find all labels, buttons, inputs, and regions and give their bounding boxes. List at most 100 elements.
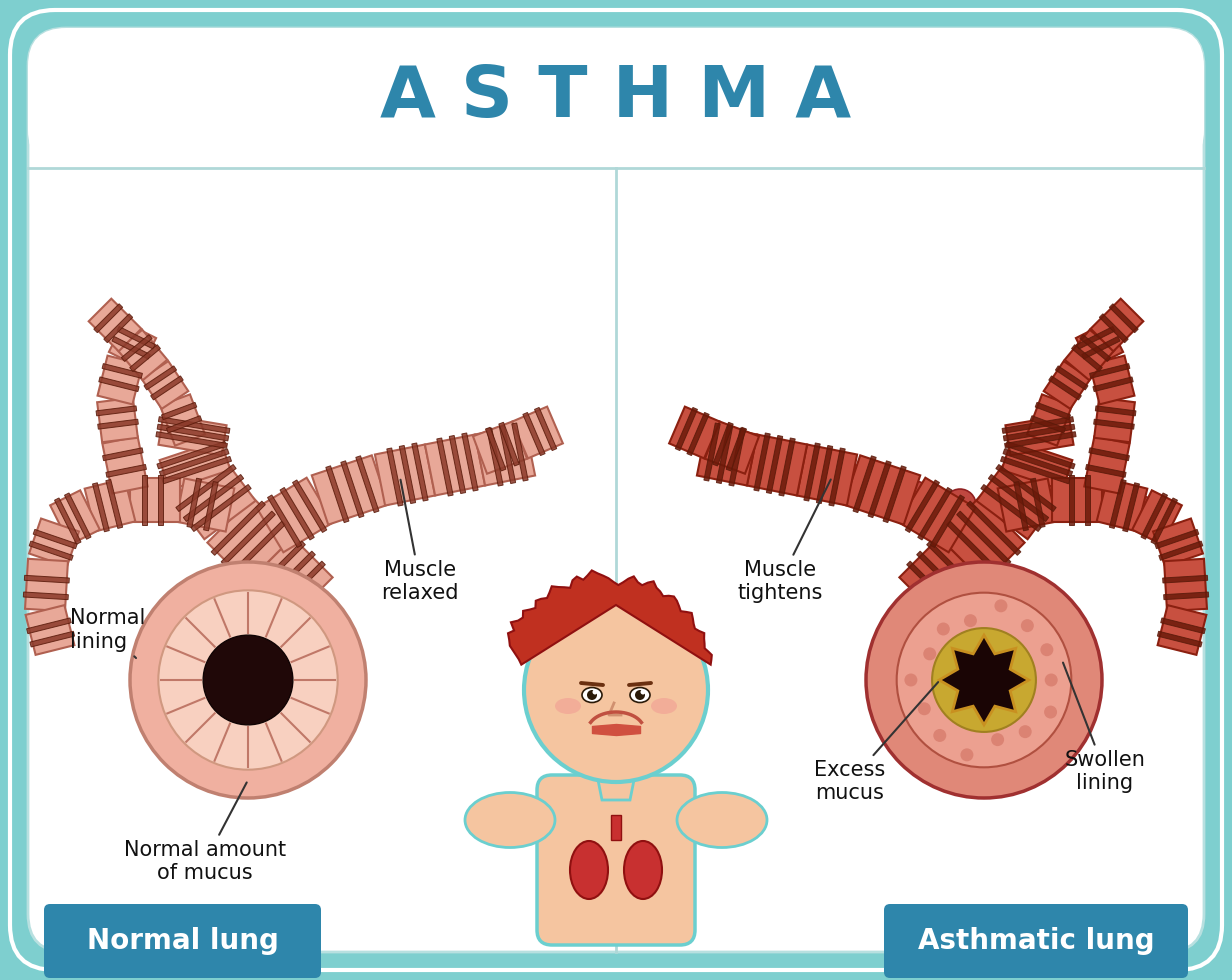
Polygon shape [977,461,1057,539]
Polygon shape [926,541,981,595]
Polygon shape [1000,457,1071,484]
Polygon shape [159,449,229,476]
Polygon shape [513,407,563,459]
Polygon shape [387,448,403,506]
Ellipse shape [554,698,582,714]
Polygon shape [97,356,143,405]
Circle shape [131,562,366,798]
Polygon shape [1122,483,1140,532]
Polygon shape [292,480,326,532]
Polygon shape [981,484,1041,531]
Polygon shape [159,416,230,433]
Polygon shape [25,575,69,583]
Polygon shape [261,551,315,606]
Polygon shape [499,422,519,466]
Polygon shape [144,366,176,390]
Polygon shape [669,407,719,459]
Polygon shape [1157,631,1202,647]
Polygon shape [150,376,184,400]
Polygon shape [535,408,557,451]
Polygon shape [766,435,782,494]
Polygon shape [918,487,952,540]
Polygon shape [1154,529,1199,549]
Text: Normal lung: Normal lung [87,927,278,955]
Ellipse shape [464,793,554,848]
Polygon shape [54,498,81,544]
Circle shape [931,614,944,628]
Polygon shape [1005,441,1076,468]
Polygon shape [1085,465,1126,477]
Polygon shape [1068,475,1073,524]
Polygon shape [1132,490,1181,545]
Polygon shape [899,537,984,622]
Polygon shape [473,421,527,473]
Polygon shape [187,478,202,527]
Polygon shape [716,425,733,483]
Polygon shape [30,518,79,566]
Polygon shape [1090,299,1143,351]
Circle shape [945,514,976,546]
Polygon shape [160,394,205,446]
Polygon shape [1076,322,1124,368]
Polygon shape [596,770,636,800]
Circle shape [1037,702,1050,715]
Text: Normal
lining: Normal lining [70,609,145,658]
Polygon shape [1159,541,1202,561]
Polygon shape [450,435,466,494]
Text: Excess
mucus: Excess mucus [814,682,938,804]
Circle shape [786,454,823,490]
Polygon shape [1004,431,1076,449]
Circle shape [981,486,1019,524]
Polygon shape [511,423,529,481]
Circle shape [924,648,936,661]
Polygon shape [487,428,503,486]
Polygon shape [1082,336,1120,359]
Polygon shape [804,443,821,501]
FancyBboxPatch shape [885,904,1188,978]
Polygon shape [462,433,478,491]
Polygon shape [27,618,71,634]
Ellipse shape [570,841,609,899]
Polygon shape [248,537,333,622]
Polygon shape [1089,448,1130,461]
Polygon shape [96,406,137,416]
Ellipse shape [678,793,768,848]
Polygon shape [1158,605,1206,655]
Polygon shape [129,345,160,371]
Polygon shape [779,438,795,496]
Polygon shape [1035,403,1071,419]
Polygon shape [399,446,415,504]
Polygon shape [99,377,139,392]
Polygon shape [280,487,314,540]
Polygon shape [883,466,907,522]
Circle shape [933,628,1036,732]
Ellipse shape [586,690,598,700]
Polygon shape [411,443,428,501]
Polygon shape [23,592,68,600]
Polygon shape [341,461,363,517]
Circle shape [928,735,941,748]
Polygon shape [102,448,143,461]
Polygon shape [176,478,234,531]
Polygon shape [1027,394,1072,446]
Circle shape [940,485,979,525]
Polygon shape [89,299,142,351]
Polygon shape [1164,559,1207,612]
Polygon shape [108,322,156,368]
Polygon shape [995,465,1056,512]
Polygon shape [713,422,733,466]
Polygon shape [1044,361,1090,409]
Circle shape [894,484,930,520]
Polygon shape [1089,364,1130,378]
Polygon shape [1052,478,1101,522]
Polygon shape [988,474,1048,521]
Circle shape [906,673,919,687]
Polygon shape [375,445,435,506]
Polygon shape [939,498,1025,583]
Polygon shape [1030,478,1045,527]
Polygon shape [869,461,891,517]
Polygon shape [267,495,302,548]
Text: Swollen
lining: Swollen lining [1063,662,1146,793]
Polygon shape [1094,419,1135,429]
Polygon shape [103,314,133,343]
